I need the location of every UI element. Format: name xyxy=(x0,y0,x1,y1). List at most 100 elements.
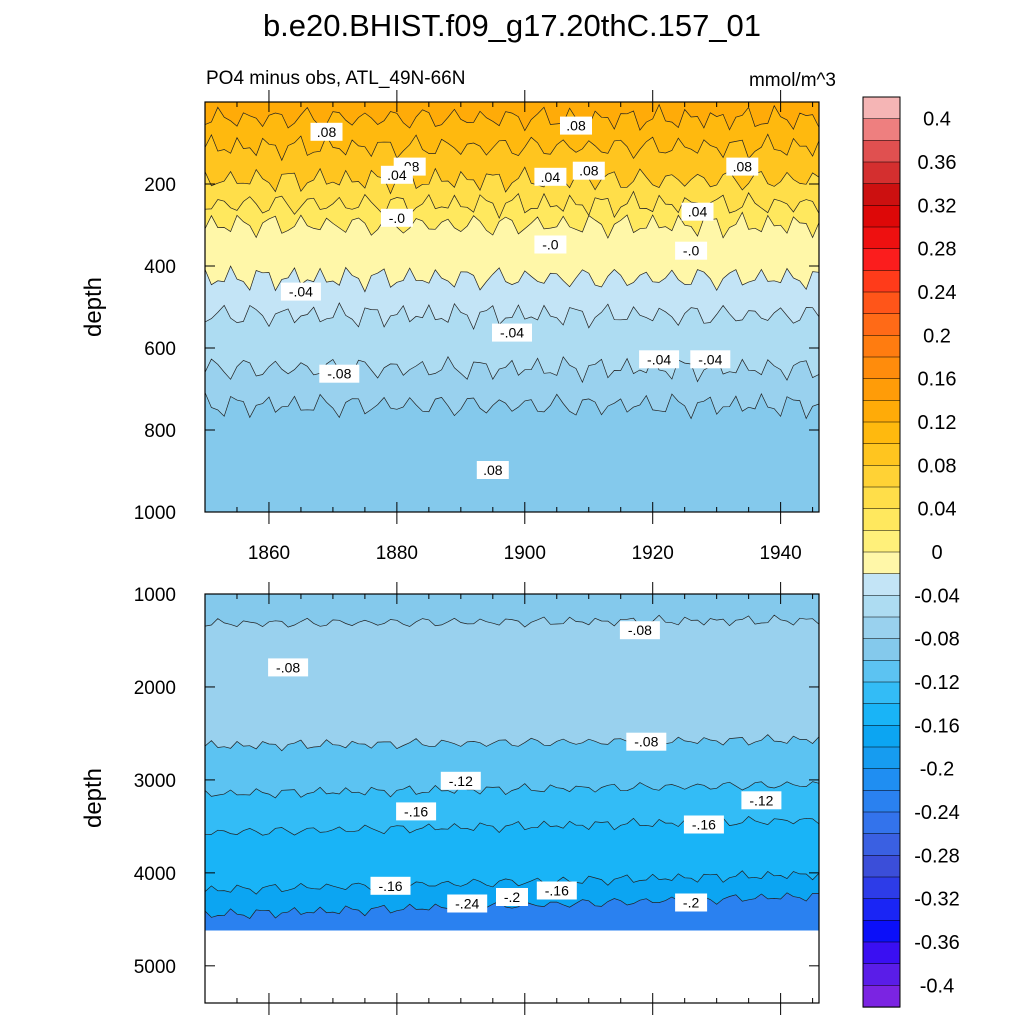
colorbar-swatch xyxy=(862,270,901,293)
colorbar-label: 0 xyxy=(931,542,942,564)
colorbar-label: -0.4 xyxy=(920,975,954,997)
contour-label: -.24 xyxy=(447,894,488,913)
contour-label: -.16 xyxy=(683,815,724,834)
lower-fill xyxy=(205,594,819,931)
contour-label: .08 xyxy=(310,122,343,141)
colorbar-label: -0.36 xyxy=(914,932,960,954)
colorbar-swatch xyxy=(862,443,901,466)
contour-label: -.16 xyxy=(396,802,437,821)
colorbar-swatch xyxy=(862,183,901,206)
svg-text:.04: .04 xyxy=(541,169,561,185)
y-tick-label: 1000 xyxy=(134,503,176,524)
svg-text:-.16: -.16 xyxy=(404,803,428,819)
colorbar-swatch xyxy=(862,161,901,185)
colorbar-swatch xyxy=(862,833,901,856)
colorbar-swatch xyxy=(862,291,901,315)
y-tick-label: 800 xyxy=(144,421,176,442)
contour-label: .04 xyxy=(380,165,413,184)
upper-band xyxy=(205,266,819,330)
colorbar-swatch xyxy=(862,140,901,163)
y-tick-label: 2000 xyxy=(134,678,176,699)
colorbar-swatch xyxy=(862,681,901,705)
colorbar-swatch xyxy=(862,616,901,640)
upper-band xyxy=(205,392,819,512)
upper-contour-lines xyxy=(205,103,819,420)
colorbar-swatch xyxy=(862,486,901,510)
svg-text:-.0: -.0 xyxy=(389,210,406,226)
colorbar-swatch xyxy=(862,205,901,228)
x-tick-label: 1880 xyxy=(376,543,418,564)
svg-text:.08: .08 xyxy=(733,159,753,175)
colorbar-swatch xyxy=(862,985,901,1008)
x-tick-label: 1940 xyxy=(759,543,801,564)
contour-label: -.12 xyxy=(440,771,481,790)
y-tick-label: 1000 xyxy=(134,585,176,606)
svg-text:-.2: -.2 xyxy=(683,895,700,911)
contour-label: .08 xyxy=(572,161,605,180)
svg-text:-.04: -.04 xyxy=(647,351,671,367)
lower-contour-line xyxy=(205,892,819,919)
colorbar-swatch xyxy=(862,898,901,921)
lower-frame xyxy=(204,593,820,1004)
colorbar-label: -0.08 xyxy=(914,629,960,651)
upper-contour-line xyxy=(205,133,819,162)
colorbar-swatch xyxy=(862,725,901,748)
upper-contour-line xyxy=(205,190,819,219)
svg-text:-.12: -.12 xyxy=(749,792,773,808)
contour-label: .08 xyxy=(560,116,592,135)
chart-title: b.e20.BHIST.f09_g17.20thC.157_01 xyxy=(263,8,761,43)
svg-text:-.0: -.0 xyxy=(683,243,700,259)
svg-text:-.24: -.24 xyxy=(455,896,479,912)
x-tick-label: 1900 xyxy=(504,543,546,564)
contour-label: -.04 xyxy=(492,323,532,342)
colorbar-label: -0.12 xyxy=(914,672,960,694)
lower-ticks: 1000 2000 3000 4000 5000 xyxy=(134,582,819,1015)
y-tick-label: 600 xyxy=(144,339,176,360)
colorbar-label: 0.2 xyxy=(923,325,951,347)
contour-label: -.12 xyxy=(741,791,782,810)
colorbar-label: -0.32 xyxy=(914,889,960,911)
upper-band xyxy=(205,212,819,292)
colorbar-label: 0.04 xyxy=(918,499,957,521)
contour-label: -.08 xyxy=(619,621,660,640)
colorbar-swatch xyxy=(862,96,901,120)
contour-label: -.0 xyxy=(380,208,413,227)
colorbar-label: 0.32 xyxy=(918,195,957,217)
colorbar-swatch xyxy=(862,595,901,618)
colorbar: 0.4 0.36 0.32 0.28 0.24 0.2 0.16 0.12 0.08 0.04 0 -… xyxy=(862,96,960,1008)
svg-text:.04: .04 xyxy=(688,204,708,220)
contour-label: -.08 xyxy=(626,732,667,751)
upper-contour-line xyxy=(205,211,819,239)
colorbar-swatch xyxy=(862,248,901,271)
contour-label: .04 xyxy=(681,202,714,221)
upper-band xyxy=(205,102,819,131)
colorbar-label: 0.16 xyxy=(918,369,957,391)
contour-label: -.16 xyxy=(536,881,577,900)
svg-text:-.08: -.08 xyxy=(634,734,658,750)
colorbar-swatch xyxy=(862,551,901,575)
lower-ylabel: depth xyxy=(80,768,107,828)
contour-label: -.08 xyxy=(319,364,360,383)
svg-text:-.12: -.12 xyxy=(449,773,473,789)
chart-subtitle: PO4 minus obs, ATL_49N-66N xyxy=(206,68,465,89)
lower-contour-line xyxy=(205,614,819,628)
colorbar-label: -0.16 xyxy=(914,715,960,737)
colorbar-label: -0.2 xyxy=(920,759,954,781)
colorbar-swatch xyxy=(862,920,901,943)
svg-text:.08: .08 xyxy=(483,462,503,478)
svg-text:-.16: -.16 xyxy=(545,883,569,899)
colorbar-swatch xyxy=(862,356,901,380)
lower-contour-line xyxy=(205,734,819,752)
lower-contour-labels: -.08 -.08 -.08 -.12 -.12 -.16 -.16 -.16 -.2 -.16 -… xyxy=(268,621,782,913)
svg-text:.08: .08 xyxy=(579,163,599,179)
upper-contour-line xyxy=(205,265,819,293)
colorbar-frame xyxy=(862,96,901,1008)
upper-contour-labels: .08 .08 .08 .08 .08 .04 .04 .04 -.0 -.0 -.0 -.04 -.0… xyxy=(280,116,759,479)
colorbar-swatch xyxy=(862,530,901,553)
colorbar-label: 0.28 xyxy=(918,239,957,261)
x-tick-label: 1920 xyxy=(632,543,674,564)
colorbar-label: 0.36 xyxy=(918,152,957,174)
colorbar-swatch xyxy=(862,313,901,336)
upper-band xyxy=(205,167,819,219)
contour-label: -.04 xyxy=(280,282,321,301)
